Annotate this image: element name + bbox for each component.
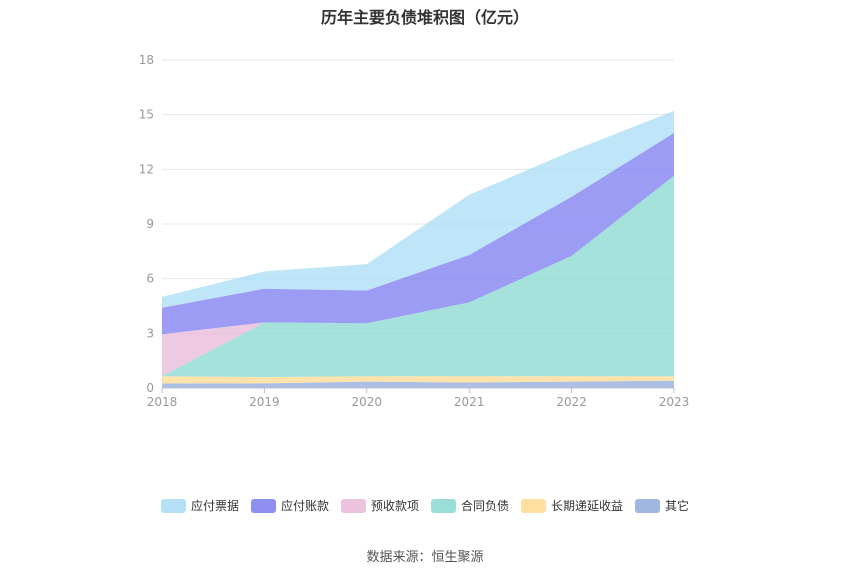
legend-label: 应付票据 xyxy=(190,499,239,513)
y-tick-label: 15 xyxy=(139,108,154,122)
legend-swatch xyxy=(635,498,661,513)
legend-item[interactable]: 预收款项 xyxy=(340,497,419,514)
y-tick-label: 12 xyxy=(139,162,154,176)
source-note: 数据来源：恒生聚源 xyxy=(366,550,484,565)
axes: 0 3 6 9 12 15 18 2018 2019 2020 2021 2022 2023 xyxy=(139,53,690,409)
y-tick-label: 3 xyxy=(146,326,154,340)
chart-title: 历年主要负债堆积图（亿元） xyxy=(320,8,529,27)
legend: 应付票据 应付账款 预收款项 合同负债 长期递延收益 其它 xyxy=(0,497,850,514)
area-series[interactable] xyxy=(162,175,674,378)
y-tick-label: 0 xyxy=(146,381,154,395)
area-series[interactable] xyxy=(162,380,674,388)
area-series[interactable] xyxy=(162,111,674,308)
legend-item[interactable]: 合同负债 xyxy=(431,497,509,514)
x-tick-label: 2020 xyxy=(352,395,383,409)
legend-item[interactable]: 应付票据 xyxy=(160,497,239,514)
legend-swatch xyxy=(340,498,366,513)
legend-item[interactable]: 长期递延收益 xyxy=(521,497,623,514)
legend-label: 预收款项 xyxy=(370,499,419,513)
area-series[interactable] xyxy=(162,376,674,384)
legend-label: 应付账款 xyxy=(280,499,329,513)
legend-swatch xyxy=(521,498,547,513)
legend-label: 长期递延收益 xyxy=(551,499,624,513)
x-tick-label: 2018 xyxy=(147,395,178,409)
y-tick-label: 6 xyxy=(146,272,154,286)
legend-label: 其它 xyxy=(665,499,690,513)
x-tick-label: 2019 xyxy=(249,395,280,409)
legend-swatch xyxy=(250,498,276,513)
legend-item[interactable]: 应付账款 xyxy=(250,497,329,514)
y-tick-label: 18 xyxy=(139,53,154,67)
x-tick-label: 2021 xyxy=(454,395,485,409)
area-series[interactable] xyxy=(162,132,674,335)
legend-swatch xyxy=(431,498,456,513)
x-tick-label: 2022 xyxy=(556,395,587,409)
legend-swatch xyxy=(160,498,186,513)
legend-item[interactable]: 其它 xyxy=(635,497,689,514)
x-tick-label: 2023 xyxy=(659,395,690,409)
y-tick-label: 9 xyxy=(146,217,154,231)
legend-label: 合同负债 xyxy=(461,499,510,513)
area-series-layer xyxy=(162,111,674,388)
